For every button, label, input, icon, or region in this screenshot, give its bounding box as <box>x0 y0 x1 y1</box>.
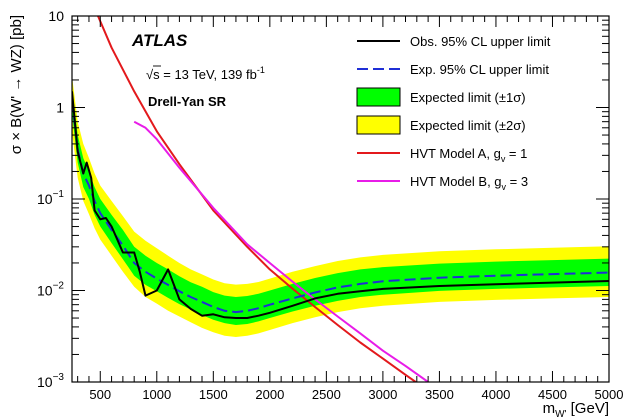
x-tick-label: 4000 <box>481 387 510 402</box>
x-tick-label: 2500 <box>312 387 341 402</box>
x-axis-title-sub: W' <box>555 409 566 420</box>
legend-label-obs: Obs. 95% CL upper limit <box>410 34 551 49</box>
x-axis-title: mW' [GeV] <box>543 400 609 420</box>
hvt_b-curve <box>134 122 428 382</box>
x-tick-label: 1500 <box>199 387 228 402</box>
energy-label-text: √s = 13 TeV, 139 fb <box>146 67 257 82</box>
y-tick-label: 10−2 <box>37 281 64 299</box>
atlas-label: ATLAS <box>131 31 188 50</box>
y-tick-label: 10−3 <box>37 372 64 390</box>
expected-bands <box>72 76 609 337</box>
legend-label-hvt_b: HVT Model B, gv = 3 <box>410 174 528 192</box>
legend-swatch-band1 <box>357 88 400 106</box>
legend-swatch-band2 <box>357 116 400 134</box>
y-axis-title: σ × B(W' → WZ) [pb] <box>8 15 25 154</box>
energy-label: √s = 13 TeV, 139 fb-1 <box>146 65 265 82</box>
x-tick-label: 500 <box>89 387 111 402</box>
x-tick-label: 1000 <box>142 387 171 402</box>
x-axis-title-unit-text: [GeV] <box>571 400 609 417</box>
legend: Obs. 95% CL upper limit Exp. 95% CL upper… <box>357 34 551 192</box>
legend-label-band1: Expected limit (±1σ) <box>410 90 526 105</box>
x-axis-title-var: m <box>543 400 556 417</box>
energy-label-exp: -1 <box>257 65 265 75</box>
x-tick-label: 3500 <box>425 387 454 402</box>
x-tick-label: 3000 <box>368 387 397 402</box>
legend-label-band2: Expected limit (±2σ) <box>410 118 526 133</box>
y-tick-label: 1 <box>56 100 64 116</box>
legend-label-exp: Exp. 95% CL upper limit <box>410 62 549 77</box>
region-label: Drell-Yan SR <box>148 94 227 109</box>
y-tick-label: 10 <box>48 8 64 24</box>
y-tick-label: 10−1 <box>37 189 64 207</box>
x-tick-label: 2000 <box>255 387 284 402</box>
legend-label-hvt_a: HVT Model A, gv = 1 <box>410 146 527 164</box>
